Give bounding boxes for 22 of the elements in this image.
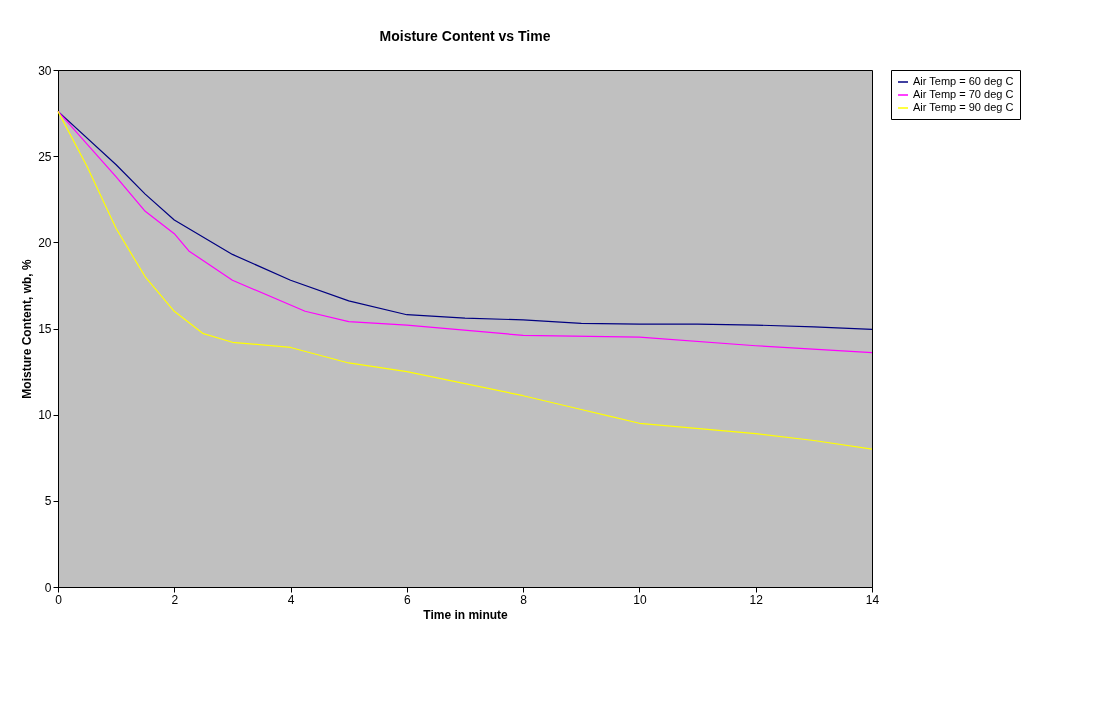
- x-tick-label: 6: [404, 592, 412, 607]
- y-axis-title: Moisture Content, wb, %: [20, 259, 35, 399]
- x-tick-label: 4: [287, 592, 295, 607]
- line-series: [57, 110, 873, 450]
- y-tick-label: 15: [38, 322, 52, 336]
- x-tick-label: 8: [520, 592, 528, 607]
- legend-label: Air Temp = 60 deg C: [913, 75, 1014, 87]
- x-tick-label: 10: [633, 592, 647, 607]
- x-tick-label: 14: [865, 592, 880, 607]
- x-axis-title: Time in minute: [423, 607, 509, 622]
- y-tick-label: 25: [38, 149, 52, 164]
- chart-title: Moisture Content vs Time: [379, 28, 551, 44]
- x-tick-label: 12: [749, 592, 764, 607]
- legend-label: Air Temp = 90 deg C: [913, 101, 1014, 113]
- x-tick-label: 0: [55, 592, 63, 607]
- y-tick-label: 0: [44, 580, 52, 595]
- y-tick-label: 5: [44, 494, 52, 509]
- legend-label: Air Temp = 70 deg C: [913, 88, 1014, 100]
- y-tick-label: 20: [38, 235, 52, 250]
- y-tick-label: 30: [38, 63, 52, 78]
- x-tick-label: 2: [171, 592, 179, 607]
- y-tick-label: 10: [38, 408, 52, 423]
